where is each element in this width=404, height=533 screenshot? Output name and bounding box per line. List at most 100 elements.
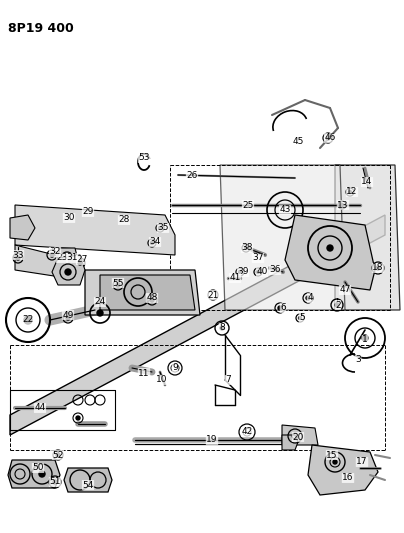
Text: 17: 17 (356, 457, 368, 466)
Text: 47: 47 (339, 286, 351, 295)
Polygon shape (64, 468, 112, 492)
Polygon shape (10, 215, 35, 240)
Circle shape (97, 310, 103, 316)
Text: 8P19 400: 8P19 400 (8, 22, 74, 35)
Circle shape (299, 317, 301, 319)
Text: 36: 36 (269, 265, 281, 274)
Polygon shape (8, 460, 60, 488)
Text: 45: 45 (292, 138, 304, 147)
Text: 39: 39 (237, 268, 249, 277)
Text: 41: 41 (229, 273, 241, 282)
Circle shape (257, 271, 259, 273)
Text: 31: 31 (66, 254, 78, 262)
Circle shape (116, 283, 120, 287)
Text: 29: 29 (82, 207, 94, 216)
Polygon shape (10, 215, 385, 435)
Text: 13: 13 (337, 200, 349, 209)
Text: 46: 46 (324, 133, 336, 142)
Circle shape (326, 136, 330, 140)
Text: 33: 33 (12, 251, 24, 260)
Circle shape (341, 204, 343, 206)
Text: 34: 34 (149, 238, 161, 246)
Polygon shape (285, 215, 375, 290)
Text: 53: 53 (138, 154, 150, 163)
Circle shape (65, 269, 71, 275)
Text: 38: 38 (241, 244, 253, 253)
Text: 2: 2 (335, 301, 341, 310)
Text: 30: 30 (63, 214, 75, 222)
Text: 14: 14 (361, 177, 372, 187)
Circle shape (56, 453, 60, 457)
Polygon shape (100, 275, 195, 310)
Text: 20: 20 (292, 432, 304, 441)
Circle shape (306, 296, 310, 300)
Polygon shape (15, 205, 175, 255)
Circle shape (349, 190, 351, 193)
Text: 55: 55 (112, 279, 124, 287)
Text: 27: 27 (76, 255, 88, 264)
Circle shape (376, 266, 380, 270)
Text: 21: 21 (207, 290, 219, 300)
Circle shape (158, 227, 162, 230)
Text: 10: 10 (156, 376, 168, 384)
Text: 37: 37 (252, 254, 264, 262)
Polygon shape (15, 245, 80, 280)
Text: 23: 23 (56, 254, 68, 262)
Circle shape (220, 326, 224, 330)
Polygon shape (52, 255, 85, 285)
Circle shape (278, 306, 282, 310)
Text: 15: 15 (326, 450, 338, 459)
Text: 11: 11 (138, 368, 150, 377)
Circle shape (76, 416, 80, 420)
Polygon shape (335, 165, 400, 310)
Text: 18: 18 (372, 263, 384, 272)
Circle shape (24, 316, 32, 324)
Text: 48: 48 (146, 294, 158, 303)
Text: 1: 1 (362, 335, 368, 344)
Text: 5: 5 (299, 313, 305, 322)
Polygon shape (282, 435, 298, 450)
Text: 52: 52 (52, 450, 64, 459)
Circle shape (362, 335, 368, 341)
Text: 6: 6 (280, 303, 286, 312)
Text: 4: 4 (307, 294, 313, 303)
Text: 3: 3 (355, 356, 361, 365)
Text: 16: 16 (342, 473, 354, 482)
Circle shape (53, 480, 57, 484)
Text: 25: 25 (242, 200, 254, 209)
Text: 12: 12 (346, 188, 358, 197)
Circle shape (16, 256, 20, 260)
Circle shape (39, 471, 45, 477)
Polygon shape (308, 445, 378, 495)
Circle shape (50, 253, 54, 257)
Circle shape (151, 241, 154, 245)
Polygon shape (85, 270, 200, 315)
Polygon shape (57, 248, 78, 268)
Text: 24: 24 (95, 297, 105, 306)
Circle shape (66, 316, 70, 320)
Text: 28: 28 (118, 215, 130, 224)
Text: 42: 42 (241, 427, 252, 437)
Circle shape (333, 460, 337, 464)
Text: 22: 22 (22, 316, 34, 325)
Circle shape (327, 245, 333, 251)
Text: 50: 50 (32, 464, 44, 472)
Circle shape (238, 271, 242, 273)
Text: 9: 9 (172, 364, 178, 373)
Text: 7: 7 (225, 376, 231, 384)
Text: 40: 40 (256, 268, 268, 277)
Circle shape (244, 246, 248, 249)
Text: 44: 44 (34, 403, 46, 413)
Polygon shape (282, 425, 318, 445)
Text: 43: 43 (279, 206, 291, 214)
Text: 26: 26 (186, 171, 198, 180)
Circle shape (150, 298, 154, 302)
Text: 49: 49 (62, 311, 74, 319)
Circle shape (78, 261, 82, 265)
Circle shape (335, 303, 339, 307)
Text: 32: 32 (49, 247, 61, 256)
Text: 19: 19 (206, 435, 218, 445)
Text: 35: 35 (157, 223, 169, 232)
Text: 51: 51 (49, 478, 61, 487)
Text: 54: 54 (82, 481, 94, 489)
